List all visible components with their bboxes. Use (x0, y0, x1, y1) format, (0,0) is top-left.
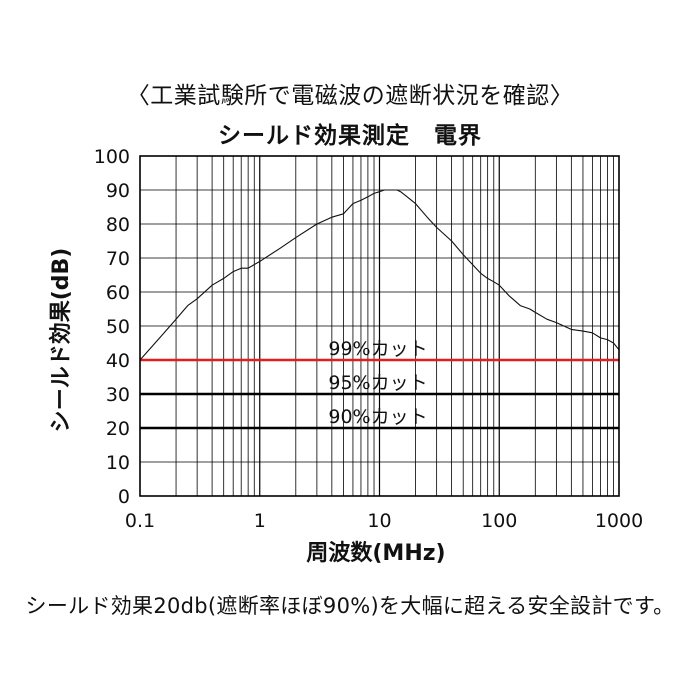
plot-frame (139, 155, 620, 497)
x-tick-label: 10 (367, 510, 391, 532)
threshold-lines: 99%カット 95%カット 90%カット (140, 338, 619, 430)
y-tick-label: 0 (118, 486, 130, 508)
series-layer (139, 189, 620, 361)
shield-effect-line (139, 189, 620, 361)
y-tick-labels: 0 10 20 30 40 50 60 70 80 90 100 (94, 146, 130, 508)
top-caption: 〈工業試験所で電磁波の遮断状況を確認〉 (126, 83, 574, 109)
y-tick-label: 100 (94, 146, 130, 168)
y-tick-label: 20 (106, 418, 130, 440)
y-axis-label: シールド効果(dB) (48, 248, 74, 433)
y-tick-label: 40 (106, 350, 130, 372)
grid (140, 156, 619, 496)
x-axis-label: 周波数(MHz) (306, 540, 445, 566)
y-tick-label: 60 (106, 282, 130, 304)
threshold-label: 99%カット (328, 338, 427, 360)
x-tick-label: 0.1 (125, 510, 155, 532)
footer-note: シールド効果20db(遮断率ほぼ90%)を大幅に超える安全設計です。 (25, 594, 675, 618)
x-tick-label: 100 (481, 510, 517, 532)
y-tick-label: 10 (106, 452, 130, 474)
x-tick-labels: 0.1 1 10 100 1000 (125, 510, 643, 532)
y-tick-label: 80 (106, 214, 130, 236)
chart-title: シールド効果測定 電界 (218, 123, 482, 149)
y-tick-label: 70 (106, 248, 130, 270)
y-tick-label: 50 (106, 316, 130, 338)
y-tick-label: 90 (106, 180, 130, 202)
threshold-label: 90%カット (328, 406, 427, 428)
y-tick-label: 30 (106, 384, 130, 406)
threshold-label: 95%カット (328, 372, 427, 394)
x-tick-label: 1 (254, 510, 266, 532)
x-tick-label: 1000 (595, 510, 643, 532)
